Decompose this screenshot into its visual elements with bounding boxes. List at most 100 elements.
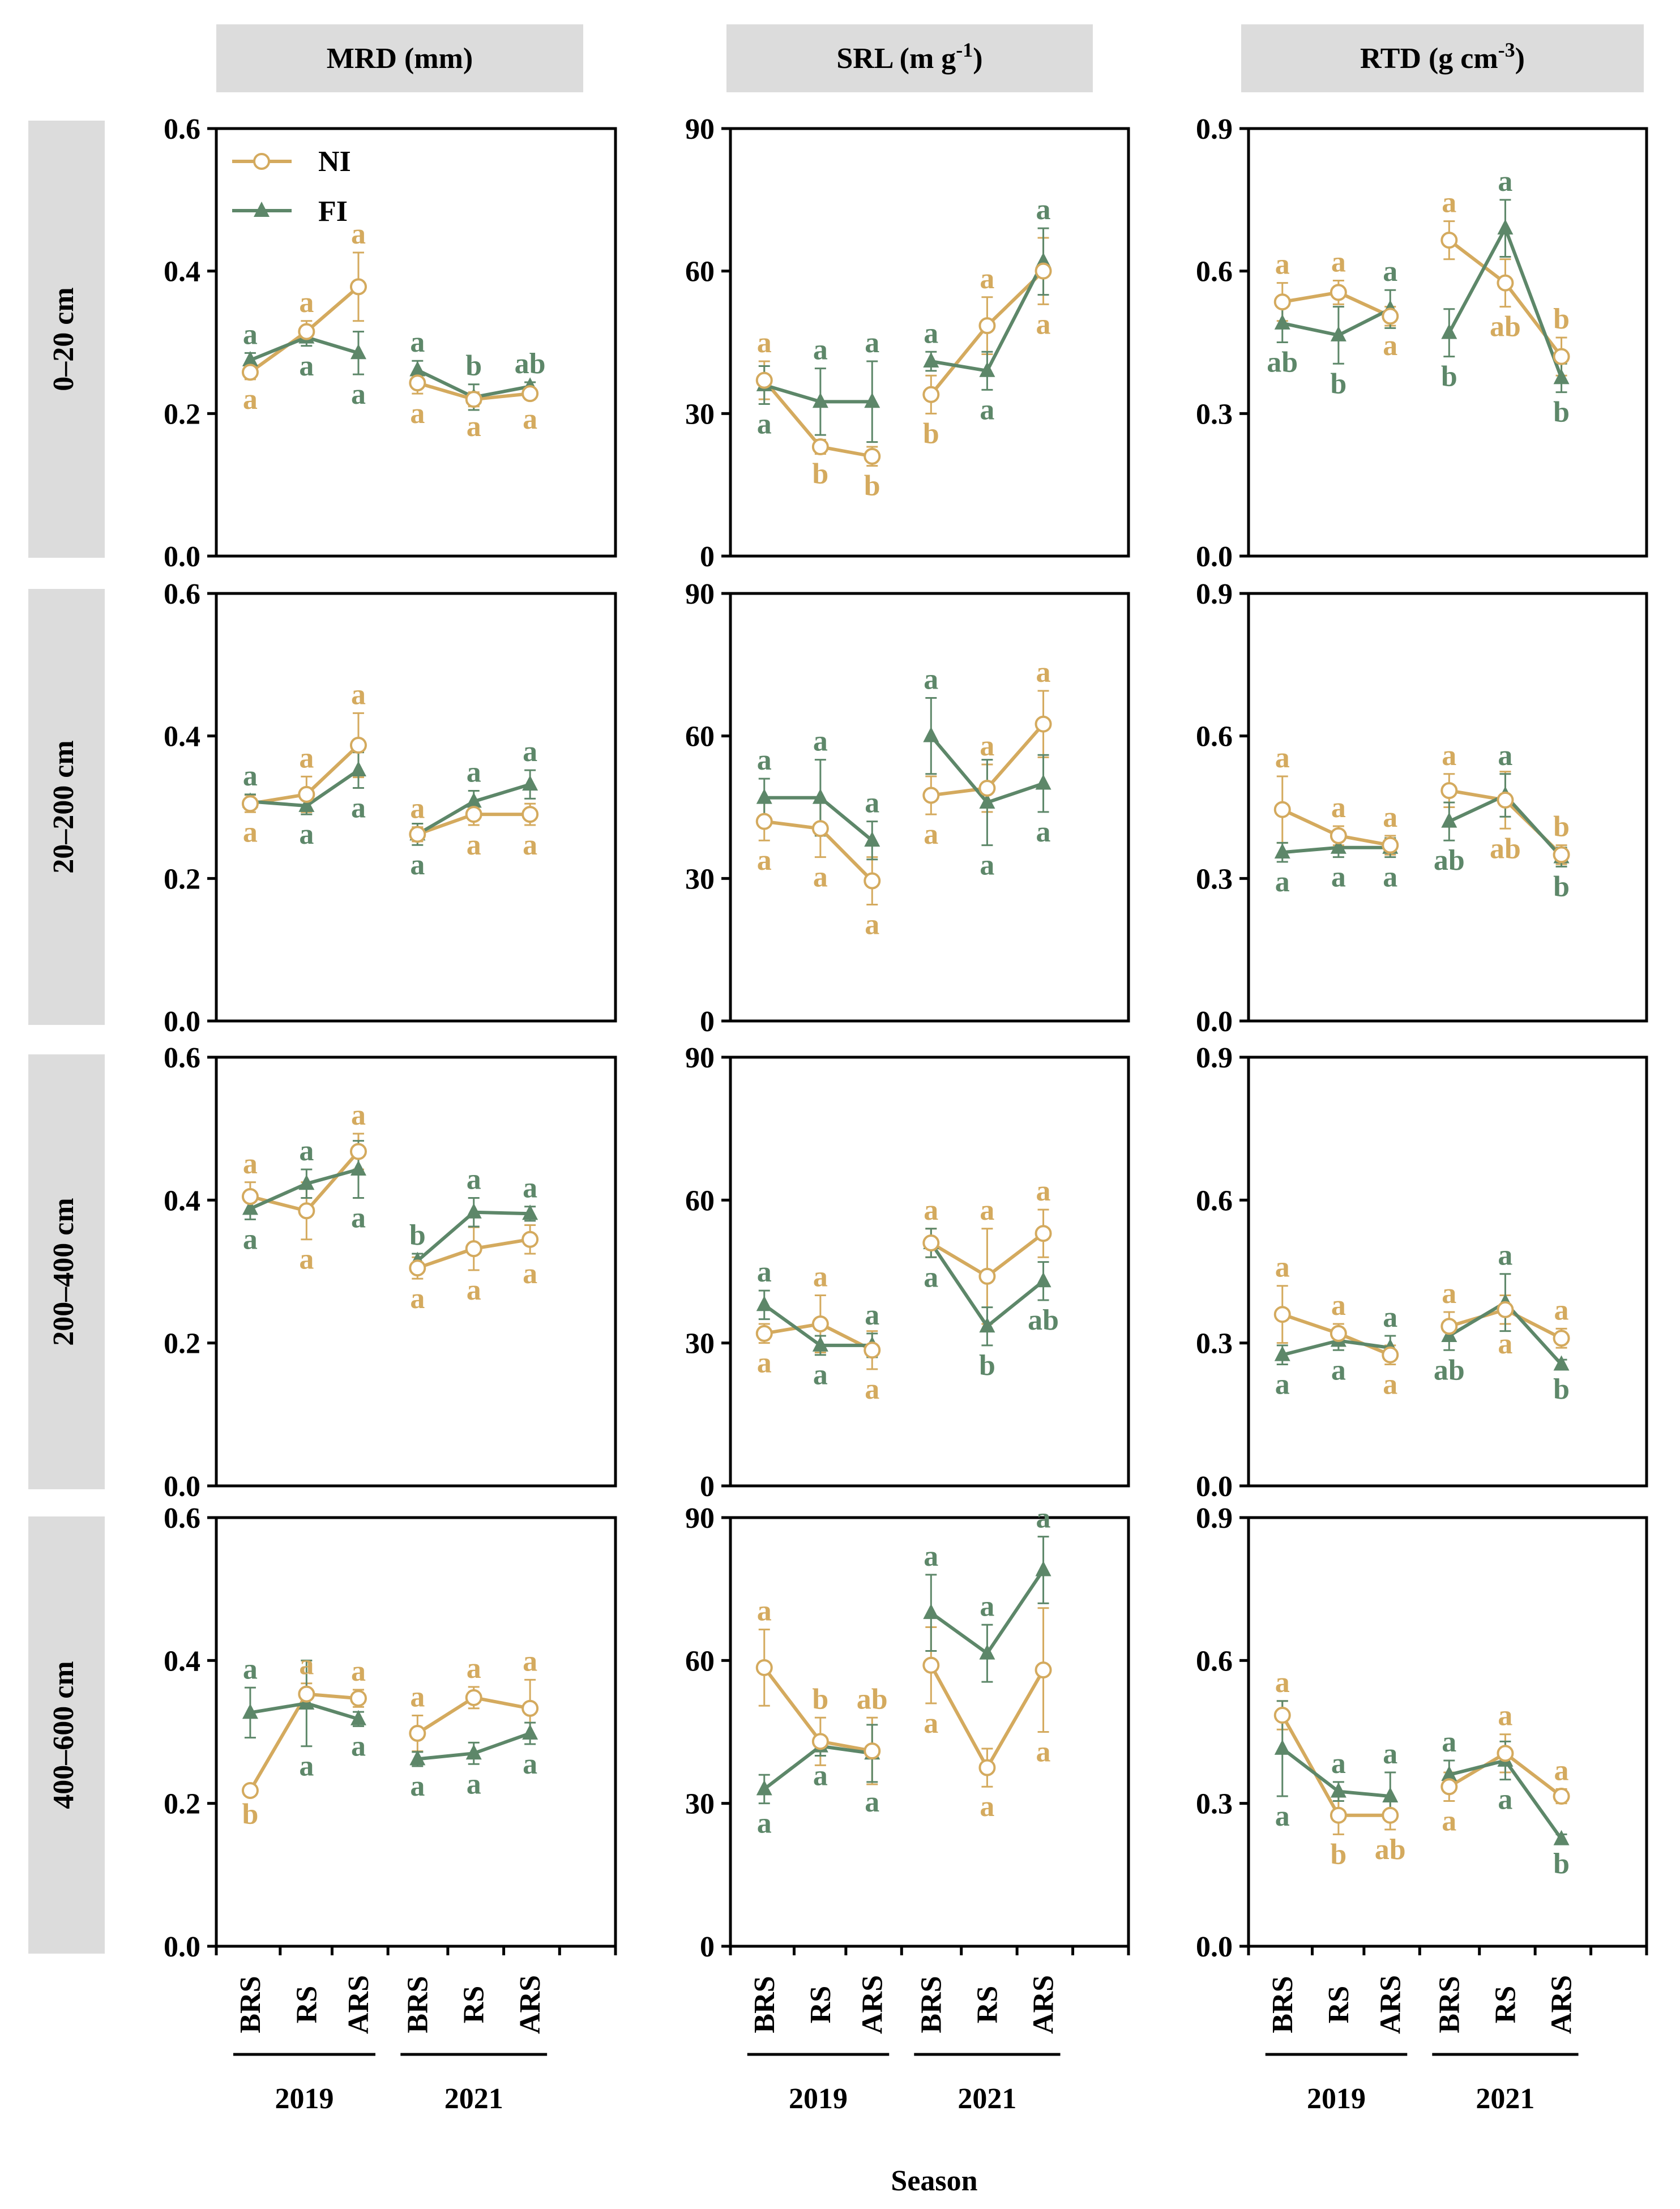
- y-tick-label: 0.0: [1196, 541, 1233, 573]
- marker-ni: [1497, 274, 1514, 292]
- significance-letter-fi: a: [243, 1653, 258, 1685]
- marker-fi: [298, 1174, 315, 1190]
- significance-letter-ni: ab: [1375, 1834, 1406, 1866]
- significance-letter-ni: a: [924, 1194, 938, 1227]
- significance-letter-ni: a: [1036, 1175, 1051, 1207]
- significance-letter-fi: b: [1553, 396, 1570, 429]
- marker-ni: [465, 1240, 482, 1258]
- marker-ni: [349, 278, 367, 296]
- marker-ni: [1497, 791, 1514, 809]
- x-category-label: ARS: [343, 1975, 375, 2034]
- marker-ni: [1273, 801, 1291, 818]
- significance-letter-ni: a: [1498, 1700, 1512, 1732]
- column-header-strip: [1241, 24, 1644, 92]
- significance-letter-ni: a: [243, 816, 258, 848]
- marker-ni: [1440, 232, 1458, 249]
- marker-fi: [979, 1317, 995, 1333]
- significance-letter-fi: a: [1036, 816, 1051, 848]
- significance-letter-fi: a: [980, 1590, 994, 1622]
- y-tick-label: 0.3: [1196, 398, 1233, 430]
- y-tick-label: 0.4: [164, 256, 200, 288]
- significance-letter-ni: a: [1442, 1277, 1456, 1310]
- significance-letter-ni: b: [1553, 811, 1570, 843]
- x-category-label: ARS: [856, 1975, 888, 2034]
- panel-frame: [215, 592, 617, 1023]
- y-tick-label: 0.0: [164, 1931, 200, 1963]
- significance-letter-fi: a: [1383, 1738, 1397, 1770]
- significance-letter-ni: b: [1330, 1838, 1346, 1870]
- significance-letter-fi: a: [1498, 165, 1512, 198]
- marker-ni: [349, 737, 367, 754]
- significance-letter-ni: a: [980, 263, 994, 295]
- y-tick-label: 0.6: [1196, 721, 1233, 753]
- y-tick-label: 0: [700, 1006, 715, 1038]
- marker-ni: [863, 1742, 881, 1760]
- column-title-superscript: -3: [1498, 39, 1515, 61]
- significance-letter-ni: ab: [1490, 311, 1521, 343]
- significance-letter-fi: a: [410, 1770, 425, 1802]
- significance-letter-fi: b: [1330, 368, 1346, 400]
- significance-letter-ni: a: [1442, 740, 1456, 772]
- marker-ni: [755, 813, 773, 830]
- marker-ni: [298, 1685, 315, 1703]
- marker-ni: [922, 1234, 940, 1252]
- y-tick-label: 60: [685, 1645, 715, 1677]
- x-category-label: BRS: [749, 1976, 781, 2033]
- marker-ni: [1553, 348, 1570, 365]
- significance-letter-fi: a: [757, 408, 772, 441]
- year-label: 2019: [789, 2083, 848, 2115]
- marker-fi: [1330, 1782, 1346, 1798]
- marker-ni: [1034, 1661, 1052, 1679]
- marker-ni: [298, 785, 315, 803]
- panel: 0 30 60 90 a a b a b a b a a a a a: [685, 113, 1130, 573]
- marker-ni: [1382, 836, 1399, 854]
- row-header-strip: [28, 121, 105, 558]
- marker-fi: [1330, 838, 1346, 854]
- significance-letter-ni: a: [1036, 1736, 1051, 1768]
- y-tick-label: 0.6: [1196, 1185, 1233, 1217]
- marker-ni: [465, 1689, 482, 1706]
- significance-letter-ni: a: [1331, 792, 1346, 824]
- x-category-label: RS: [971, 1986, 1003, 2023]
- significance-letter-fi: ab: [515, 348, 546, 380]
- marker-fi: [1553, 369, 1570, 384]
- marker-ni: [811, 820, 829, 838]
- significance-letter-fi: a: [1442, 1726, 1456, 1758]
- significance-letter-fi: a: [523, 736, 537, 768]
- significance-letter-fi: a: [1036, 194, 1051, 226]
- significance-letter-fi: a: [813, 1760, 828, 1792]
- significance-letter-fi: a: [299, 818, 314, 851]
- marker-ni: [409, 374, 426, 392]
- panel-frame: [1247, 127, 1648, 558]
- marker-fi: [1330, 326, 1346, 341]
- y-tick-label: 0: [700, 1931, 715, 1963]
- x-category-label: BRS: [234, 1976, 267, 2033]
- significance-letter-ni: a: [1442, 1805, 1456, 1837]
- marker-ni: [1440, 1778, 1458, 1796]
- marker-ni: [863, 447, 881, 465]
- marker-fi: [923, 727, 939, 742]
- significance-letter-ni: a: [757, 1595, 772, 1627]
- marker-fi: [465, 792, 482, 808]
- y-tick-label: 30: [685, 1788, 715, 1821]
- significance-letter-ni: a: [243, 1148, 258, 1180]
- marker-ni: [922, 787, 940, 804]
- marker-ni: [349, 1690, 367, 1707]
- significance-letter-ni: a: [1383, 1369, 1397, 1401]
- y-tick-label: 0.2: [164, 1328, 200, 1360]
- marker-ni: [755, 371, 773, 389]
- significance-letter-fi: a: [467, 1768, 481, 1800]
- significance-letter-fi: a: [865, 327, 879, 359]
- x-category-label: BRS: [915, 1976, 947, 2033]
- marker-fi: [1035, 1272, 1051, 1288]
- marker-fi: [1497, 219, 1514, 235]
- y-tick-label: 30: [685, 863, 715, 895]
- significance-letter-fi: a: [351, 792, 366, 824]
- marker-fi: [1035, 1561, 1051, 1576]
- significance-letter-fi: a: [243, 760, 258, 792]
